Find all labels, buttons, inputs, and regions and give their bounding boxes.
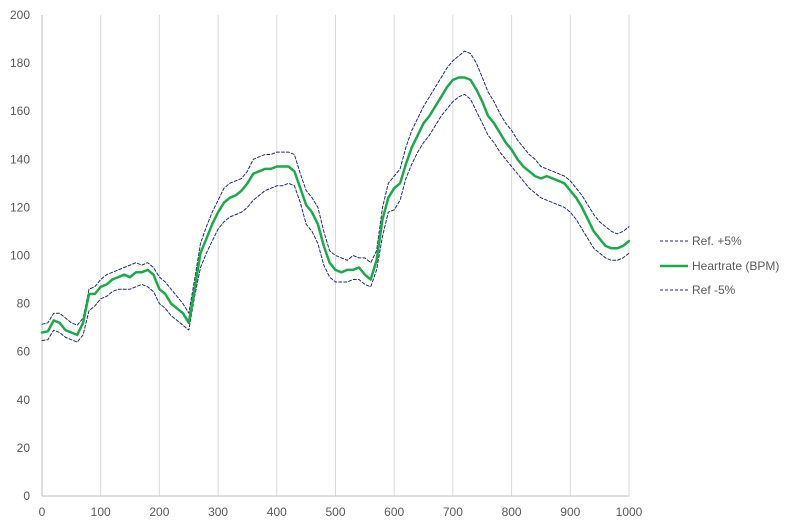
legend-label-1: Heartrate (BPM) xyxy=(692,259,779,273)
axes xyxy=(41,15,629,497)
series-line-1 xyxy=(40,76,631,337)
x-tick-label: 400 xyxy=(267,505,287,519)
x-axis-tick-labels: 0 100 200 300 400 500 600 700 800 900 1000 xyxy=(39,505,643,519)
y-tick-label: 80 xyxy=(17,297,31,311)
series-layer xyxy=(40,50,631,343)
gridlines xyxy=(100,15,630,496)
y-tick-label: 140 xyxy=(10,152,30,166)
y-tick-label: 200 xyxy=(10,8,30,22)
y-tick-label: 40 xyxy=(17,393,31,407)
y-axis-tick-labels: 0 20 40 60 80 100 120 140 160 180 200 xyxy=(10,8,30,503)
x-tick-label: 0 xyxy=(39,505,46,519)
y-tick-label: 0 xyxy=(23,489,30,503)
x-tick-label: 100 xyxy=(91,505,111,519)
legend: Ref. +5% Heartrate (BPM) Ref -5% xyxy=(660,234,779,297)
x-tick-label: 900 xyxy=(560,505,580,519)
y-tick-label: 120 xyxy=(10,200,30,214)
y-tick-label: 180 xyxy=(10,56,30,70)
x-tick-label: 600 xyxy=(384,505,404,519)
x-tick-label: 1000 xyxy=(616,505,643,519)
legend-label-0: Ref. +5% xyxy=(692,234,742,248)
y-tick-label: 100 xyxy=(10,249,30,263)
x-tick-label: 500 xyxy=(325,505,345,519)
x-tick-label: 700 xyxy=(443,505,463,519)
series-line-0 xyxy=(41,50,630,326)
series-line-2 xyxy=(41,93,630,343)
y-tick-label: 20 xyxy=(17,441,31,455)
x-tick-label: 300 xyxy=(208,505,228,519)
x-tick-label: 800 xyxy=(502,505,522,519)
legend-label-2: Ref -5% xyxy=(692,283,736,297)
x-tick-label: 200 xyxy=(149,505,169,519)
y-tick-label: 60 xyxy=(17,345,31,359)
y-tick-label: 160 xyxy=(10,104,30,118)
